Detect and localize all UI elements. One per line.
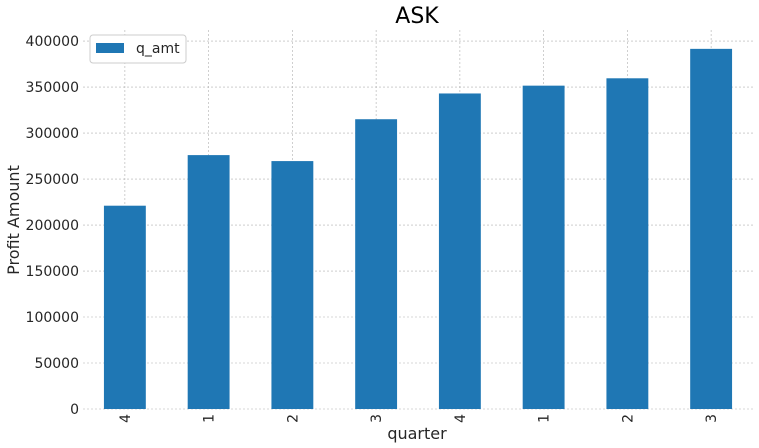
bar [103,205,146,409]
legend-box [89,34,187,64]
y-tick-label: 250000 [26,172,79,188]
bar [606,78,649,409]
bar [355,119,398,409]
legend-label: q_amt [136,41,180,57]
grid-lines [83,30,753,410]
y-tick-label: 100000 [26,310,79,326]
x-axis-label: quarter [387,424,447,443]
bars [103,48,733,410]
y-tick-label: 0 [70,402,79,418]
x-tick-label: 2 [620,414,636,423]
y-tick-label: 50000 [34,356,79,372]
chart-title: ASK [395,4,439,29]
x-tick-label: 1 [537,414,553,423]
bar [438,93,481,409]
bar [187,155,230,409]
y-tick-label: 350000 [26,80,79,96]
x-tick-label: 1 [202,414,218,423]
x-tick-label: 4 [453,414,469,423]
x-tick-labels: 4 1 2 3 4 1 2 3 [118,414,720,423]
x-tick-label: 3 [369,414,385,423]
y-tick-label: 300000 [26,126,79,142]
y-tick-labels: 0 50000 100000 150000 200000 250000 300000 3500… [26,34,79,418]
legend-swatch [96,43,124,53]
x-tick-label: 4 [118,414,134,423]
bar [271,161,314,409]
y-axis-label: Profit Amount [4,165,23,275]
bar [522,85,565,410]
legend: q_amt [89,34,187,64]
x-tick-label: 2 [285,414,301,423]
bar [690,48,733,410]
y-tick-label: 400000 [26,34,79,50]
y-tick-label: 150000 [26,264,79,280]
x-tick-label: 3 [704,414,720,423]
y-tick-label: 200000 [26,218,79,234]
